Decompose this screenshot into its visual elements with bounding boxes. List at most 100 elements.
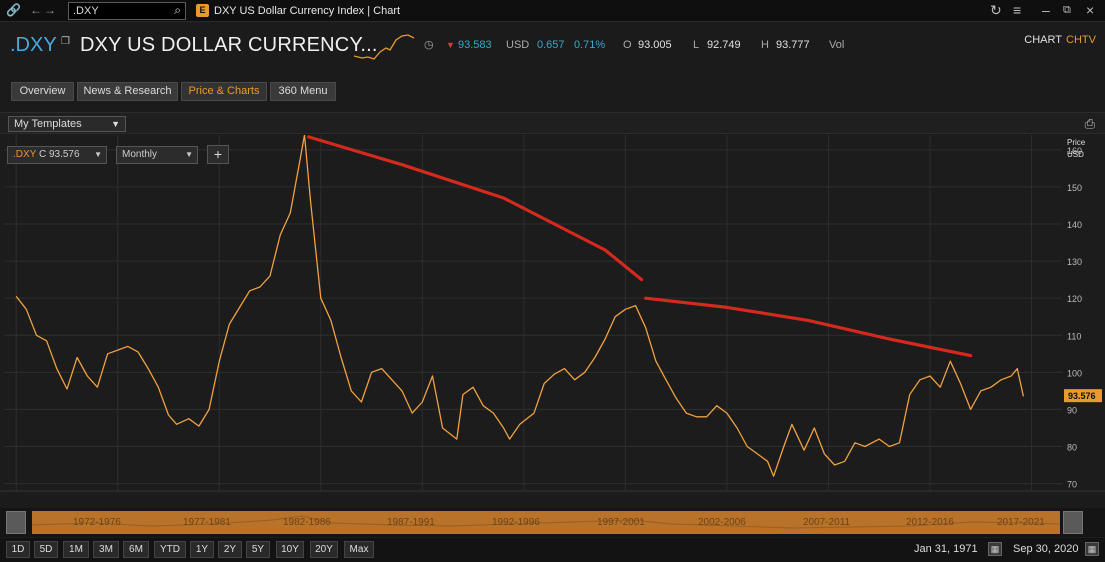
navigator-left-handle[interactable] (6, 511, 26, 534)
plot-background (0, 135, 1105, 495)
navigator-label: 1972-1976 (73, 517, 121, 528)
tab-title[interactable]: DXY US Dollar Currency Index | Chart (214, 5, 401, 17)
start-date[interactable]: Jan 31, 1971 (914, 543, 978, 555)
sparkline (353, 34, 415, 60)
range-6m-button[interactable]: 6M (123, 541, 149, 558)
address-bar: 🔗 ← → ⌕ E DXY US Dollar Currency Index |… (0, 0, 1105, 22)
range-5d-button[interactable]: 5D (34, 541, 58, 558)
refresh-icon[interactable]: ↻ (990, 2, 1002, 18)
down-arrow-icon: ▼ (446, 40, 455, 50)
y-axis-title: USD (1067, 150, 1084, 159)
search-input[interactable] (73, 4, 163, 18)
close-icon[interactable]: × (1086, 2, 1095, 18)
open-label: O (623, 39, 632, 51)
price-chart[interactable]: 708090100110120130140150160PriceUSD1971-… (0, 135, 1105, 495)
chart-link[interactable]: CHART (1024, 34, 1062, 46)
navigator-label: 2007-2011 (803, 517, 851, 528)
last-value-flag (1064, 389, 1102, 403)
navigator-label: 2012-2016 (906, 517, 954, 528)
y-tick-label: 110 (1067, 331, 1081, 341)
chtv-link[interactable]: CHTV (1066, 34, 1096, 46)
y-tick-label: 160 (1067, 146, 1082, 156)
navigator-label: 1982-1986 (283, 517, 331, 528)
restore-icon[interactable]: ⧉ (1063, 4, 1071, 16)
templates-label: My Templates (14, 118, 82, 130)
dropdown-arrow-icon: ▼ (185, 150, 193, 159)
y-tick-label: 120 (1067, 294, 1082, 304)
trendline-annotation (307, 135, 644, 282)
vol-label: Vol (829, 39, 845, 51)
low-label: L (693, 39, 700, 51)
range-5y-button[interactable]: 5Y (246, 541, 270, 558)
range-10y-button[interactable]: 10Y (276, 541, 304, 558)
tab-price-charts[interactable]: Price & Charts (181, 82, 267, 101)
time-navigator[interactable]: 1972-1976 1977-1981 1982-1986 1987-1991 … (0, 508, 1105, 537)
navigator-label: 1987-1991 (387, 517, 435, 528)
high-label: H (761, 39, 769, 51)
menu-icon[interactable]: ≡ (1013, 2, 1022, 18)
last-price: 93.583 (458, 39, 492, 51)
low-value: 92.749 (707, 39, 741, 51)
forward-arrow-icon[interactable]: → (44, 3, 56, 17)
tab-360-menu[interactable]: 360 Menu (270, 82, 336, 101)
net-change: 0.657 (537, 39, 565, 51)
currency: USD (506, 39, 530, 51)
pct-change: 0.71% (574, 39, 606, 51)
navigator-band[interactable]: 1972-1976 1977-1981 1982-1986 1987-1991 … (32, 511, 1060, 534)
search-box[interactable]: ⌕ (68, 2, 186, 20)
y-tick-label: 140 (1067, 220, 1082, 230)
chart-canvas[interactable]: 708090100110120130140150160PriceUSD1971-… (0, 135, 1105, 495)
last-value-label: 93.576 (1068, 391, 1096, 401)
link-icon[interactable]: 🔗 (6, 3, 21, 17)
range-1m-button[interactable]: 1M (63, 541, 89, 558)
range-2y-button[interactable]: 2Y (218, 541, 242, 558)
instrument-code: .DXY (13, 149, 37, 160)
minimize-icon[interactable]: – (1042, 2, 1050, 18)
dropdown-arrow-icon: ▼ (94, 150, 102, 159)
y-tick-label: 70 (1067, 480, 1077, 490)
templates-bar: My Templates ▼ ⎙ (0, 112, 1105, 134)
navigator-label: 1997-2001 (597, 517, 645, 528)
copy-icon[interactable]: ❐ (61, 36, 70, 47)
range-max-button[interactable]: Max (344, 541, 374, 558)
search-icon[interactable]: ⌕ (174, 3, 181, 17)
navigator-right-handle[interactable] (1063, 511, 1083, 534)
y-tick-label: 130 (1067, 257, 1082, 267)
ric-code[interactable]: .DXY (10, 34, 57, 56)
navigator-mini-line (32, 515, 1060, 529)
add-series-button[interactable]: + (207, 145, 229, 164)
y-tick-label: 90 (1067, 405, 1077, 415)
y-tick-label: 150 (1067, 183, 1082, 193)
navigator-label: 2017-2021 (997, 517, 1045, 528)
app-tab-icon: E (196, 4, 209, 17)
calendar-icon[interactable]: ▦ (988, 542, 1002, 556)
navigator-label: 1977-1981 (183, 517, 231, 528)
range-1y-button[interactable]: 1Y (190, 541, 214, 558)
print-icon[interactable]: ⎙ (1084, 116, 1095, 131)
dropdown-arrow-icon: ▼ (111, 119, 120, 129)
range-bar: 1D 5D 1M 3M 6M YTD 1Y 2Y 5Y 10Y 20Y Max … (0, 538, 1105, 562)
tab-overview[interactable]: Overview (11, 82, 74, 101)
navigator-label: 2002-2006 (698, 517, 746, 528)
interval-label: Monthly (122, 149, 158, 160)
high-value: 93.777 (776, 39, 810, 51)
price-line (15, 135, 1025, 477)
y-tick-label: 80 (1067, 443, 1077, 453)
back-arrow-icon[interactable]: ← (30, 3, 42, 17)
instrument-selector[interactable]: .DXY C 93.576 ▼ (7, 146, 107, 164)
end-date[interactable]: Sep 30, 2020 (1013, 543, 1079, 555)
templates-dropdown[interactable]: My Templates ▼ (8, 116, 126, 132)
instrument-close: C 93.576 (38, 149, 80, 160)
range-ytd-button[interactable]: YTD (154, 541, 186, 558)
calendar-icon[interactable]: ▦ (1085, 542, 1099, 556)
trendline-annotation (644, 296, 973, 358)
navigator-label: 1992-1996 (492, 517, 540, 528)
tab-news-research[interactable]: News & Research (77, 82, 178, 101)
y-axis-title: Price (1067, 138, 1086, 147)
range-3m-button[interactable]: 3M (93, 541, 119, 558)
interval-selector[interactable]: Monthly ▼ (116, 146, 198, 164)
range-20y-button[interactable]: 20Y (310, 541, 338, 558)
open-value: 93.005 (638, 39, 672, 51)
range-1d-button[interactable]: 1D (6, 541, 30, 558)
y-tick-label: 100 (1067, 368, 1082, 378)
